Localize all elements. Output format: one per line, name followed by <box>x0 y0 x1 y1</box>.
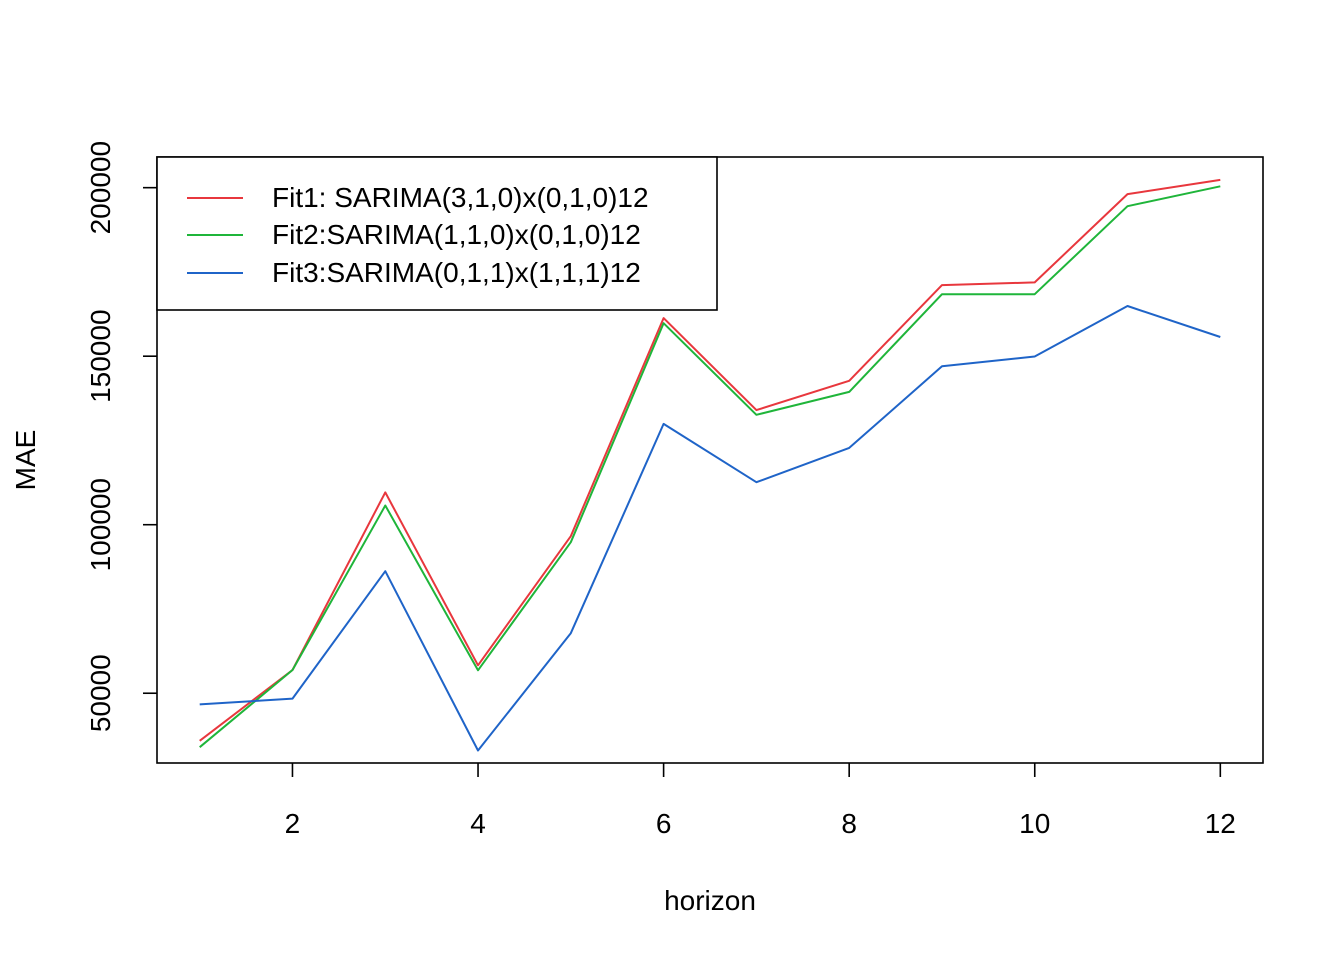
legend-label-fit3: Fit3:SARIMA(0,1,1)x(1,1,1)12 <box>272 257 641 288</box>
legend: Fit1: SARIMA(3,1,0)x(0,1,0)12 Fit2:SARIM… <box>156 156 718 311</box>
axes: 2 4 6 8 10 12 50000 100000 150000 200000 <box>85 141 1236 839</box>
y-tick-label-100000: 100000 <box>85 478 116 571</box>
x-axis-label: horizon <box>664 885 756 916</box>
series-layer <box>199 178 1221 752</box>
y-tick-label-200000: 200000 <box>85 141 116 234</box>
legend-label-fit1: Fit1: SARIMA(3,1,0)x(0,1,0)12 <box>272 182 649 213</box>
x-tick-label-10: 10 <box>1019 808 1050 839</box>
x-tick-label-8: 8 <box>841 808 857 839</box>
y-tick-label-50000: 50000 <box>85 654 116 732</box>
series-line-fit1 <box>199 178 1221 742</box>
x-tick-label-4: 4 <box>470 808 486 839</box>
y-tick-label-150000: 150000 <box>85 309 116 402</box>
legend-label-fit2: Fit2:SARIMA(1,1,0)x(0,1,0)12 <box>272 219 641 250</box>
x-tick-label-12: 12 <box>1205 808 1236 839</box>
x-tick-label-2: 2 <box>285 808 301 839</box>
x-tick-label-6: 6 <box>656 808 672 839</box>
legend-box <box>156 156 718 311</box>
y-axis-label: MAE <box>10 430 41 491</box>
series-line-fit3 <box>199 305 1221 752</box>
series-line-fit2 <box>199 185 1221 748</box>
